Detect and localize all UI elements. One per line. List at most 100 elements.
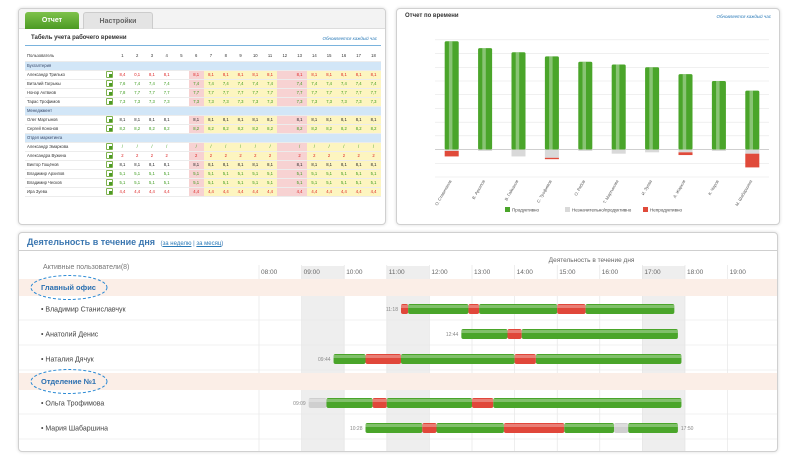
tab-report[interactable]: Отчет xyxy=(25,12,79,29)
activity-segment[interactable] xyxy=(308,398,327,408)
day-hours-cell: 5,1 xyxy=(351,178,367,188)
user-name[interactable]: Олег Мартынов xyxy=(25,115,103,125)
day-hours-cell: 4,4 xyxy=(262,187,278,197)
group-row xyxy=(19,279,777,296)
segment-highlight xyxy=(507,330,522,333)
activity-segment[interactable] xyxy=(468,304,480,314)
activity-segment[interactable] xyxy=(461,329,508,339)
day-hours-cell: 4,4 xyxy=(144,187,160,197)
user-details-icon[interactable] xyxy=(103,187,115,197)
activity-segment[interactable] xyxy=(614,423,629,433)
user-name[interactable]: Виктор Гощёнов xyxy=(25,160,103,170)
user-name[interactable]: Александр Трилько xyxy=(25,70,103,80)
user-details-icon[interactable] xyxy=(103,124,115,134)
user-details-icon[interactable] xyxy=(103,142,115,152)
activity-segment[interactable] xyxy=(628,423,678,433)
user-report-icon[interactable] xyxy=(105,179,113,186)
user-details-icon[interactable] xyxy=(103,160,115,170)
user-name[interactable]: • Мария Шабаршина xyxy=(41,425,108,433)
activity-segment[interactable] xyxy=(472,398,494,408)
table-row: Олег Мартынов 8,1 8,1 8,1 8,1 8,1 8,1 8,1 8,1 8,1… xyxy=(25,115,381,125)
category-label: О. Ставичанов xyxy=(434,178,453,206)
user-details-icon[interactable] xyxy=(103,97,115,107)
activity-segment[interactable] xyxy=(333,354,366,364)
user-report-icon[interactable] xyxy=(105,71,113,78)
activity-segment[interactable] xyxy=(422,423,437,433)
day-hours-cell: / xyxy=(159,142,175,152)
user-report-icon[interactable] xyxy=(105,89,113,96)
day-hours-cell: 8,4 xyxy=(115,70,130,80)
tab-settings[interactable]: Настройки xyxy=(83,12,153,29)
user-details-icon[interactable] xyxy=(103,169,115,179)
activity-segment[interactable] xyxy=(401,354,515,364)
activity-segment[interactable] xyxy=(521,329,678,339)
bar-productive xyxy=(745,90,760,150)
user-report-icon[interactable] xyxy=(105,143,113,150)
activity-segment[interactable] xyxy=(585,304,675,314)
activity-segment[interactable] xyxy=(503,423,565,433)
user-name[interactable]: Владимир Архипов xyxy=(25,169,103,179)
day-hours-cell: 8,1 xyxy=(262,115,278,125)
activity-segment[interactable] xyxy=(372,398,387,408)
link-week[interactable]: за неделю xyxy=(162,241,192,247)
activity-segment[interactable] xyxy=(557,304,586,314)
group-name[interactable]: Отделение №1 xyxy=(41,377,96,386)
user-name[interactable]: • Анатолий Денис xyxy=(41,331,99,339)
activity-segment[interactable] xyxy=(507,329,522,339)
activity-segment[interactable] xyxy=(401,304,409,314)
department-row[interactable]: Бухгалтерия xyxy=(25,61,381,71)
department-row[interactable]: Отдел маркетинга xyxy=(25,133,381,143)
activity-segment[interactable] xyxy=(564,423,614,433)
user-report-icon[interactable] xyxy=(105,188,113,195)
user-name[interactable]: Александр Эмаркова xyxy=(25,142,103,152)
user-details-icon[interactable] xyxy=(103,88,115,98)
day-hours-cell: 5,1 xyxy=(188,178,204,188)
day-header: 15 xyxy=(321,51,337,62)
activity-segment[interactable] xyxy=(493,398,682,408)
activity-segment[interactable] xyxy=(408,304,469,314)
report-panel: Отчет по времени Обновляется каждый час … xyxy=(396,8,780,225)
day-hours-cell: 5,1 xyxy=(144,178,160,188)
user-details-icon[interactable] xyxy=(103,79,115,89)
user-report-icon[interactable] xyxy=(105,80,113,87)
day-hours-cell xyxy=(174,79,189,89)
user-name[interactable]: Тарас Трофимов xyxy=(25,97,103,107)
user-report-icon[interactable] xyxy=(105,125,113,132)
activity-segment[interactable] xyxy=(436,423,504,433)
activity-segment[interactable] xyxy=(535,354,682,364)
bar-neutral xyxy=(711,149,726,151)
day-hours-cell: 7,4 xyxy=(188,79,204,89)
user-report-icon[interactable] xyxy=(105,98,113,105)
user-report-icon[interactable] xyxy=(105,161,113,168)
hour-label: 10:00 xyxy=(346,269,363,276)
user-name[interactable]: • Ольга Трофимова xyxy=(41,401,104,408)
user-name[interactable]: Александра Вужина xyxy=(25,151,103,161)
segment-highlight xyxy=(535,355,682,358)
user-details-icon[interactable] xyxy=(103,151,115,161)
user-details-icon[interactable] xyxy=(103,115,115,125)
bar-neutral xyxy=(745,149,760,154)
user-name[interactable]: • Наталия Дячук xyxy=(41,357,95,364)
activity-segment[interactable] xyxy=(479,304,558,314)
day-header: 2 xyxy=(129,51,145,62)
user-name[interactable]: Нонэр Актвиов xyxy=(25,88,103,98)
user-report-icon[interactable] xyxy=(105,170,113,177)
user-name[interactable]: Владимир Ческов xyxy=(25,178,103,188)
department-row[interactable]: Менеджмент xyxy=(25,106,381,116)
user-name[interactable]: Ира Зуева xyxy=(25,187,103,197)
activity-segment[interactable] xyxy=(365,354,402,364)
user-report-icon[interactable] xyxy=(105,152,113,159)
user-name[interactable]: • Владимир Станиславчук xyxy=(41,307,126,314)
hour-label: 16:00 xyxy=(602,269,619,276)
user-details-icon[interactable] xyxy=(103,70,115,80)
link-month[interactable]: за месяц xyxy=(196,241,222,247)
user-report-icon[interactable] xyxy=(105,116,113,123)
user-name[interactable]: Виталий Гагрыкы xyxy=(25,79,103,89)
activity-segment[interactable] xyxy=(365,423,423,433)
activity-segment[interactable] xyxy=(326,398,373,408)
group-name[interactable]: Главный офис xyxy=(41,283,96,292)
user-details-icon[interactable] xyxy=(103,178,115,188)
activity-segment[interactable] xyxy=(386,398,472,408)
activity-segment[interactable] xyxy=(514,354,536,364)
user-name[interactable]: Сергей Кононов xyxy=(25,124,103,134)
